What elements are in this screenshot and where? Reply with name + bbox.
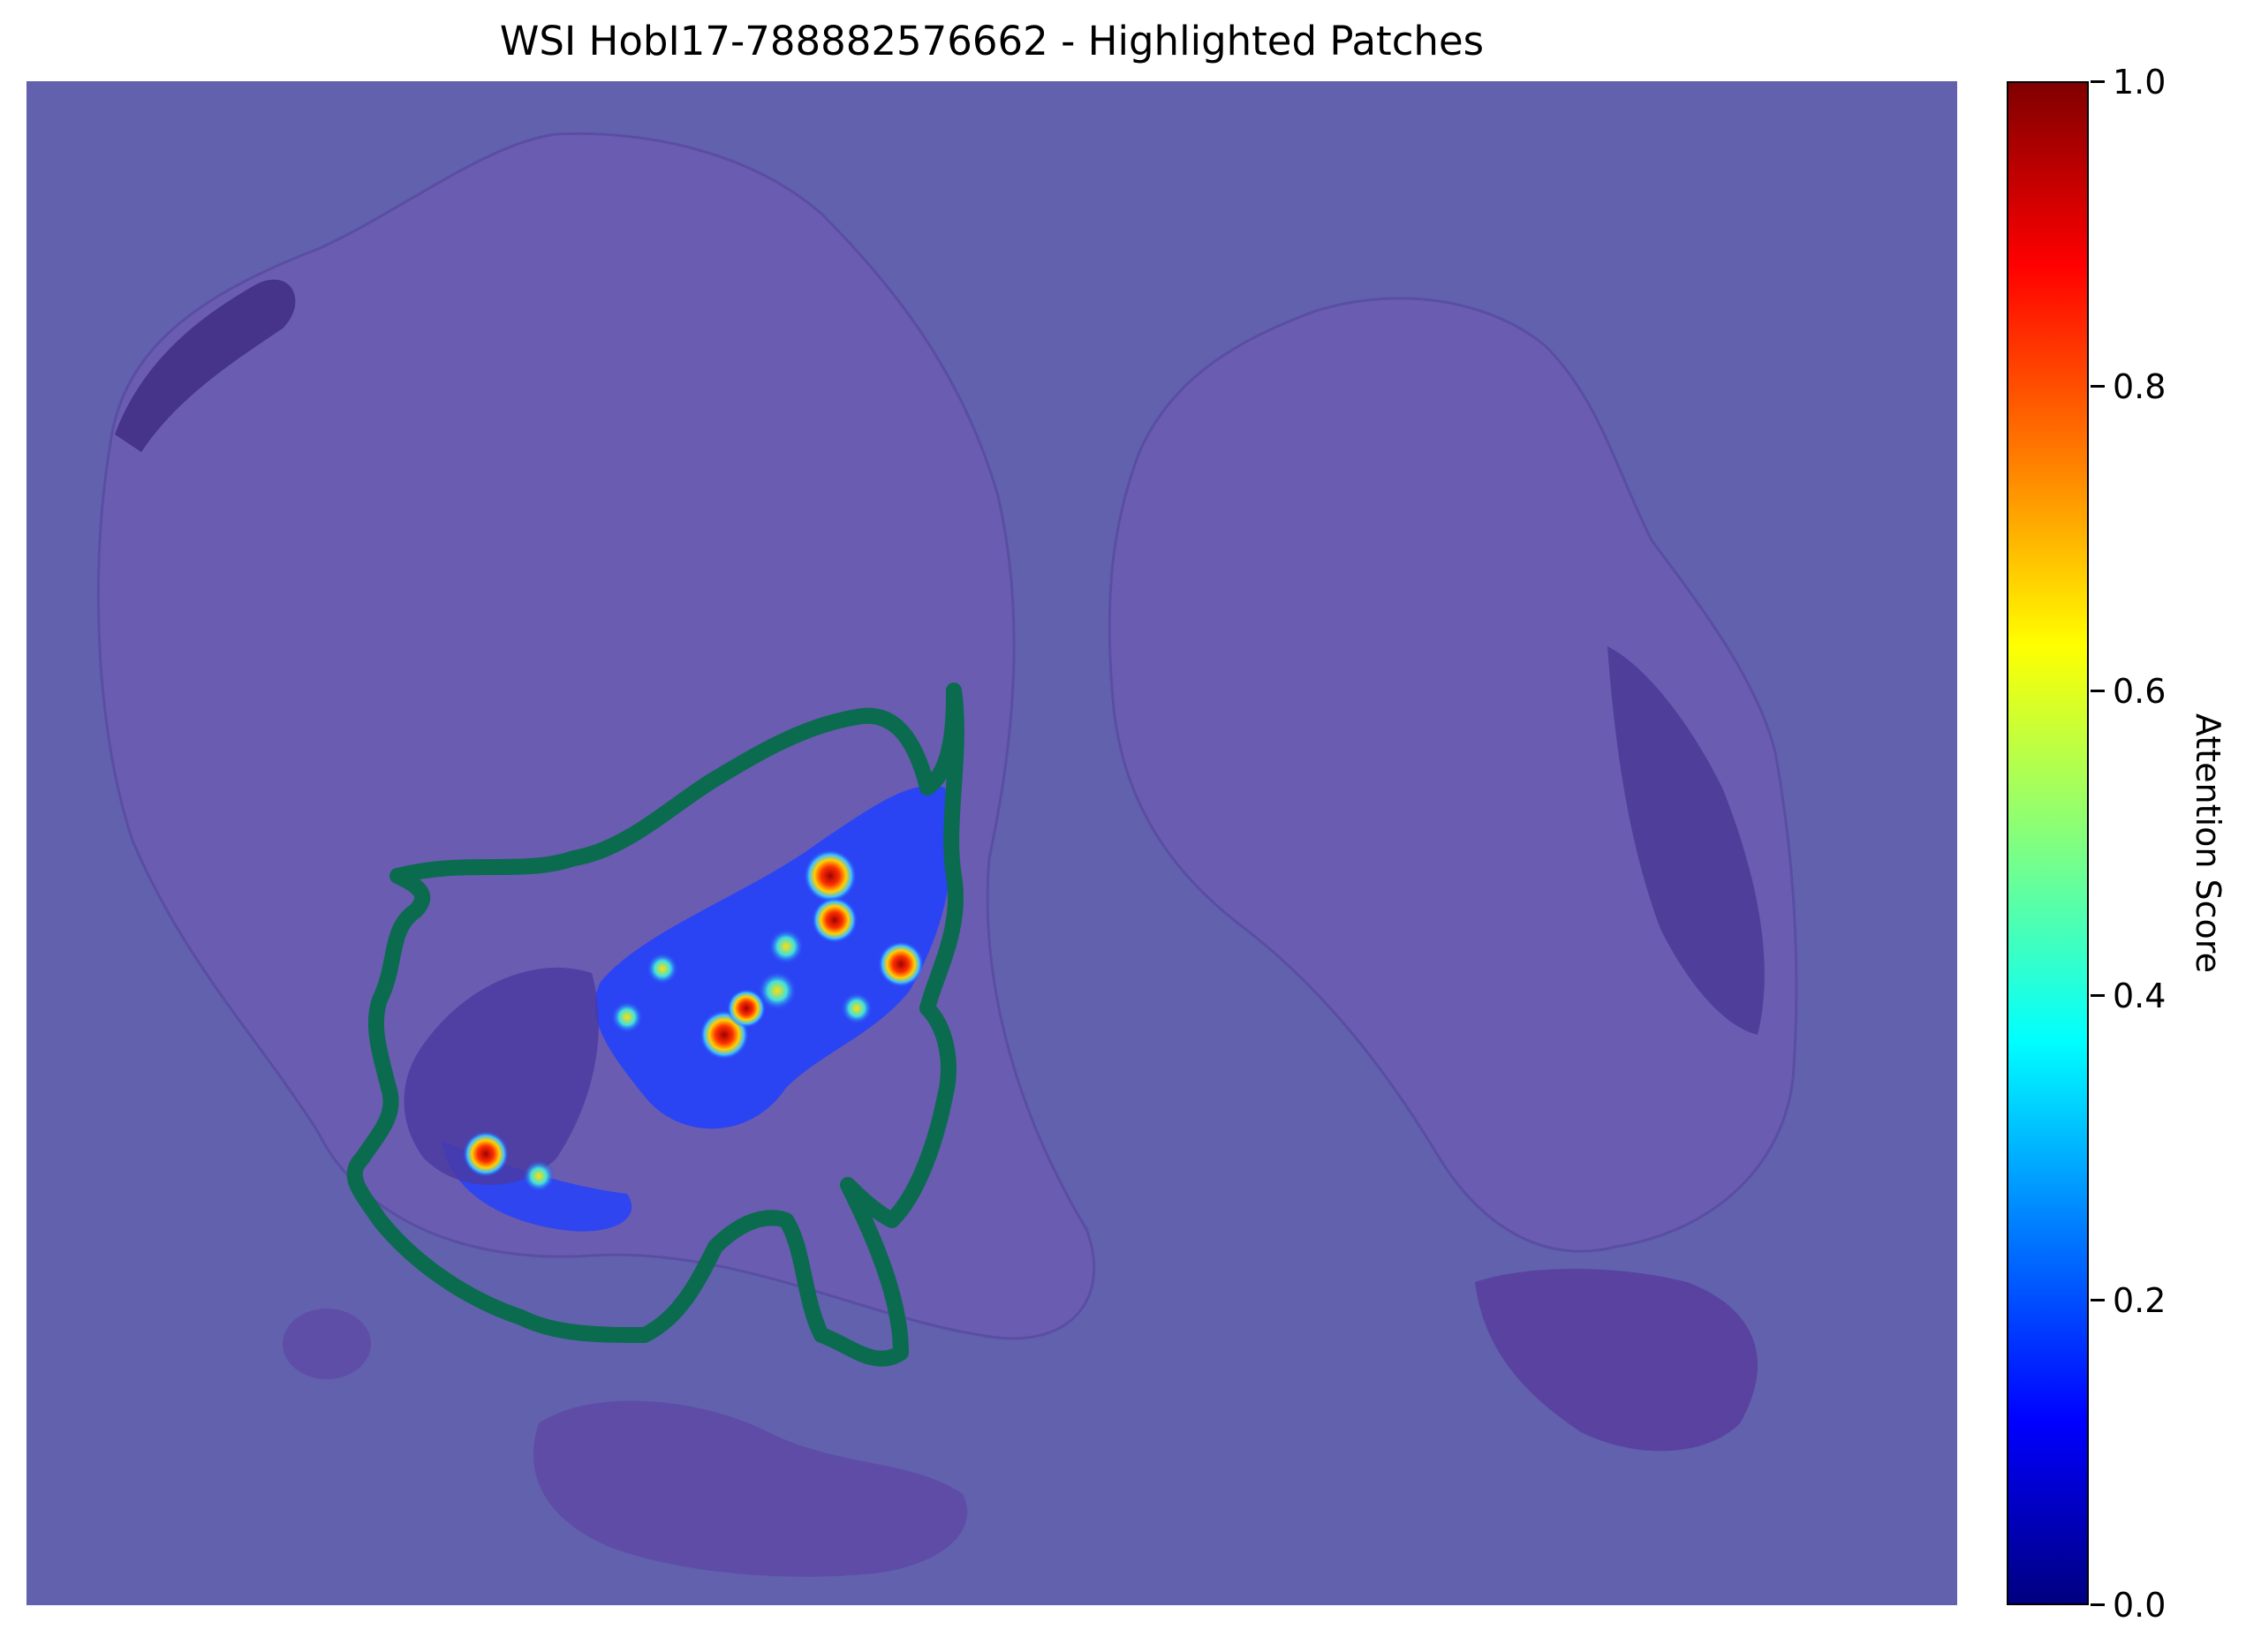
colorbar-label: Attention Score xyxy=(2189,713,2227,973)
colorbar-tick-label: 0.0 xyxy=(2113,1586,2166,1625)
tissue-fragment-small xyxy=(283,1309,371,1379)
hotspot-2 xyxy=(812,897,858,943)
colorbar-tick-label: 0.2 xyxy=(2113,1281,2166,1320)
colorbar-tick xyxy=(2091,1299,2105,1301)
colorbar-tick-label: 0.4 xyxy=(2113,977,2166,1015)
colorbar xyxy=(2007,81,2089,1605)
warmspot-1 xyxy=(758,971,797,1010)
colorbar-tick xyxy=(2091,690,2105,692)
warmspot-6 xyxy=(841,992,873,1024)
colorbar-tick xyxy=(2091,385,2105,388)
colorbar-tick-label: 0.6 xyxy=(2113,672,2166,711)
figure-title: WSI HobI17-788882576662 - Highlighted Pa… xyxy=(26,18,1957,64)
colorbar-tick xyxy=(2091,80,2105,83)
colorbar-tick xyxy=(2091,994,2105,997)
wsi-heatmap-image xyxy=(26,81,1957,1605)
colorbar-tick-label: 0.8 xyxy=(2113,367,2166,406)
warmspot-5 xyxy=(523,1160,555,1192)
colorbar-tick-label: 1.0 xyxy=(2113,63,2166,102)
hotspot-1 xyxy=(804,849,857,902)
colorbar-tick xyxy=(2091,1603,2105,1606)
warmspot-3 xyxy=(647,953,678,984)
hotspot-3 xyxy=(878,941,924,987)
warmspot-2 xyxy=(768,929,804,964)
warmspot-4 xyxy=(611,1001,643,1033)
hotspot-6 xyxy=(463,1131,509,1177)
